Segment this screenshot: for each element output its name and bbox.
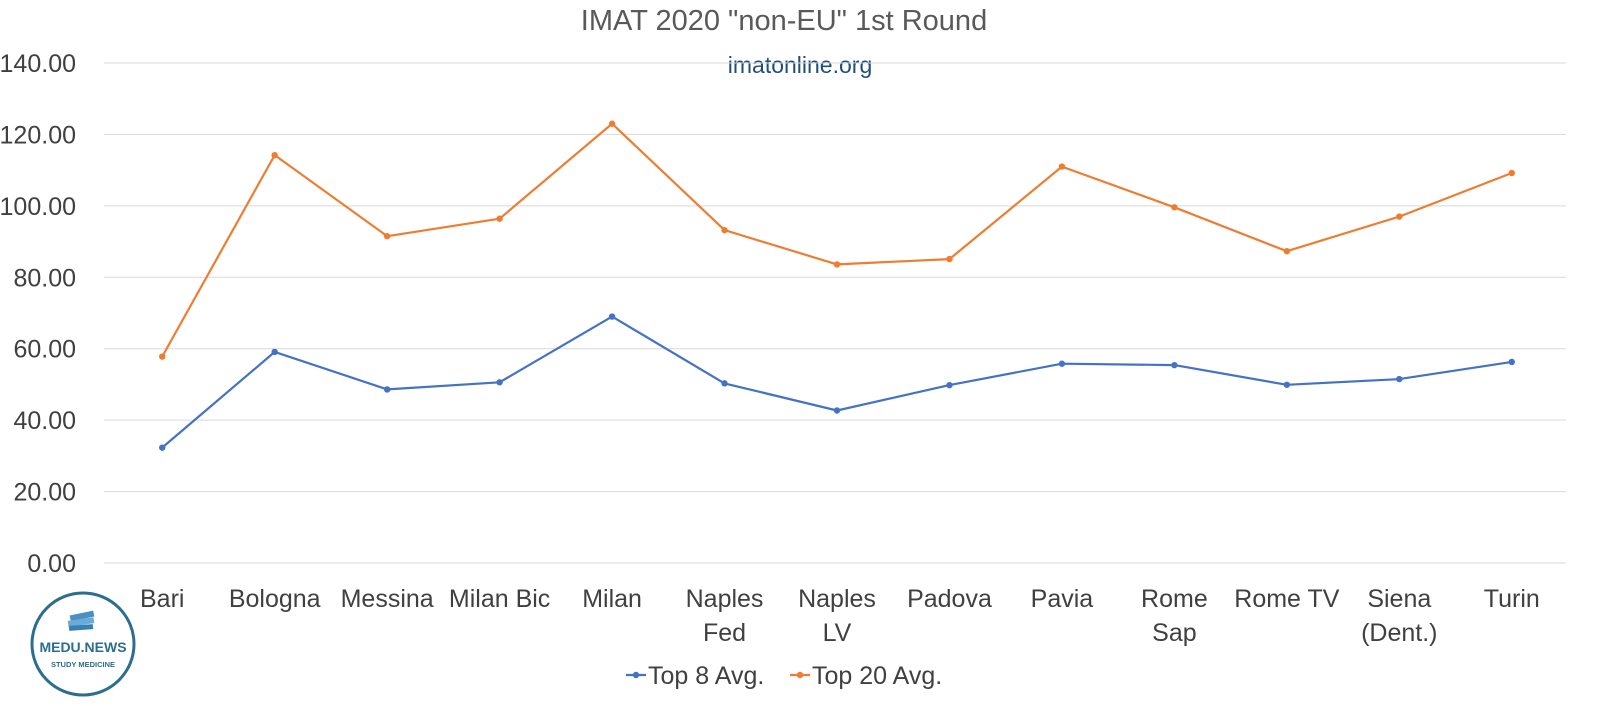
x-tick-label-line: Messina xyxy=(341,585,434,613)
data-point xyxy=(608,120,616,127)
x-tick-label: Rome TV xyxy=(1234,585,1339,613)
y-axis-tick-labels: 0.00 20.00 40.00 60.00 80.00 100.00 120.00 140.… xyxy=(0,50,76,578)
x-tick-label-line: Naples xyxy=(798,585,876,613)
data-point xyxy=(1171,204,1178,211)
gridlines xyxy=(104,62,1566,564)
data-point xyxy=(1396,375,1403,383)
data-point xyxy=(833,261,841,268)
logo-tagline: STUDY MEDICINE xyxy=(51,660,115,669)
chart-title: IMAT 2020 "non-EU" 1st Round xyxy=(581,5,987,37)
legend-swatch-marker xyxy=(632,671,640,679)
x-tick-label: Naples LV xyxy=(798,585,876,647)
x-tick-label: Milan xyxy=(582,585,642,613)
y-tick-label: 140.00 xyxy=(0,50,76,78)
x-tick-label-line: (Dent.) xyxy=(1361,619,1437,647)
y-tick-label: 60.00 xyxy=(13,336,76,364)
x-tick-label: Bari xyxy=(140,585,184,613)
x-tick-label: Milan Bic xyxy=(449,585,550,613)
y-tick-label: 0.00 xyxy=(27,550,76,578)
x-tick-label-line: Naples xyxy=(686,585,764,613)
logo-circle xyxy=(30,591,136,697)
x-axis-tick-labels: Bari Bologna Messina Milan Bic Milan Naples Fe… xyxy=(140,585,1540,647)
data-point xyxy=(1508,169,1515,177)
data-point xyxy=(608,313,616,320)
y-tick-label: 120.00 xyxy=(0,121,76,149)
x-tick-label-line: Milan xyxy=(582,585,642,613)
x-tick-label-line: Pavia xyxy=(1031,585,1094,613)
data-point xyxy=(1283,248,1291,255)
data-point xyxy=(946,381,953,389)
data-point xyxy=(1283,381,1291,388)
x-tick-label: Siena (Dent.) xyxy=(1361,585,1437,647)
x-tick-label-line: Bologna xyxy=(229,585,321,613)
data-point xyxy=(159,444,166,451)
x-tick-label-line: Milan Bic xyxy=(449,585,550,613)
data-point xyxy=(1058,360,1066,367)
data-point xyxy=(1171,361,1178,369)
y-tick-label: 40.00 xyxy=(13,407,76,435)
x-tick-label-line: Fed xyxy=(703,619,746,647)
data-point xyxy=(271,348,278,356)
x-tick-label-line: Rome xyxy=(1141,585,1208,613)
legend-label: Top 20 Avg. xyxy=(812,662,942,690)
data-point xyxy=(383,233,391,240)
y-tick-label: 100.00 xyxy=(0,193,76,221)
x-tick-label: Rome Sap xyxy=(1141,585,1208,647)
logo-name: MEDU.NEWS xyxy=(39,639,126,655)
data-point xyxy=(383,386,391,393)
x-tick-label: Naples Fed xyxy=(686,585,764,647)
data-point xyxy=(721,380,728,387)
x-tick-label: Bologna xyxy=(229,585,321,613)
y-tick-label: 80.00 xyxy=(13,264,76,292)
book-stack-icon xyxy=(67,610,95,631)
series-line xyxy=(161,315,1512,449)
data-point xyxy=(833,407,841,414)
x-tick-label-line: Turin xyxy=(1484,585,1540,613)
data-point xyxy=(946,255,953,263)
x-tick-label: Turin xyxy=(1484,585,1540,613)
x-tick-label-line: Bari xyxy=(140,585,184,613)
watermark-text: imatonline.org xyxy=(728,52,872,78)
legend-label: Top 8 Avg. xyxy=(648,662,764,690)
legend: Top 8 Avg. Top 20 Avg. xyxy=(626,662,942,690)
x-tick-label: Messina xyxy=(341,585,434,613)
x-tick-label: Padova xyxy=(907,585,992,613)
x-tick-label-line: Siena xyxy=(1367,585,1431,613)
data-point xyxy=(496,379,503,386)
data-point xyxy=(721,226,728,234)
data-point xyxy=(496,215,503,222)
series-lines xyxy=(159,120,1515,451)
series-line xyxy=(161,122,1513,358)
x-tick-label-line: Sap xyxy=(1152,619,1196,647)
data-point xyxy=(1396,213,1403,220)
data-point xyxy=(159,353,166,360)
legend-swatch-marker xyxy=(796,671,804,679)
x-tick-label-line: LV xyxy=(823,619,852,647)
x-tick-label: Pavia xyxy=(1031,585,1094,613)
medu-news-logo: MEDU.NEWS STUDY MEDICINE xyxy=(30,591,136,697)
data-point xyxy=(1508,358,1515,366)
data-point xyxy=(271,151,278,159)
x-tick-label-line: Padova xyxy=(907,585,992,613)
x-tick-label-line: Rome TV xyxy=(1234,585,1339,613)
data-point xyxy=(1058,163,1066,170)
y-tick-label: 20.00 xyxy=(13,479,76,507)
